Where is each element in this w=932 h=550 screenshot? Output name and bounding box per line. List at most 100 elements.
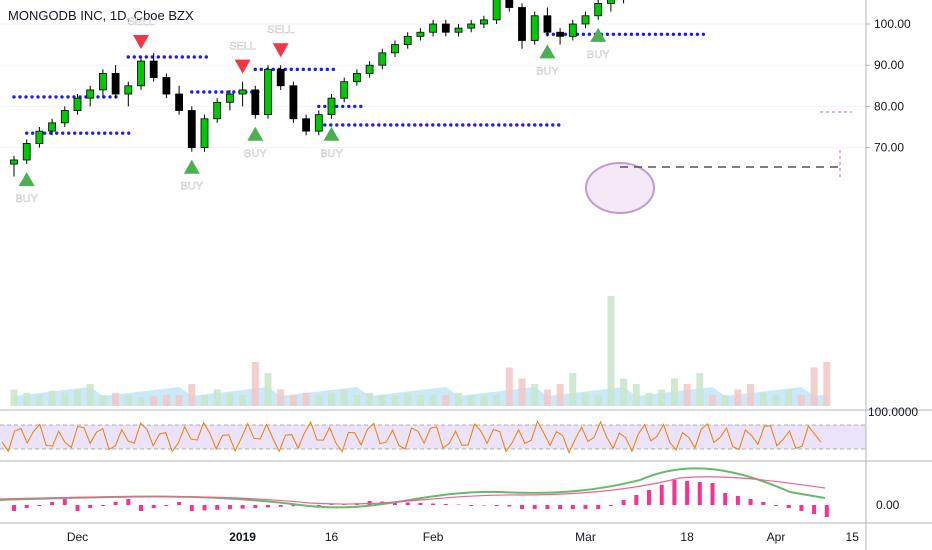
macd-hist-bar	[164, 505, 169, 506]
level-dot	[66, 95, 70, 99]
buy-label: BUY	[180, 181, 203, 193]
rsi-band	[0, 425, 866, 449]
volume-bar	[442, 395, 450, 406]
level-dot	[377, 123, 381, 127]
volume-bar	[594, 395, 602, 406]
candle-body	[479, 19, 488, 25]
level-dot	[629, 32, 634, 36]
volume-bar	[226, 392, 234, 406]
macd-hist-bar	[418, 503, 423, 505]
level-dot	[533, 123, 537, 127]
macd-hist-bar	[113, 502, 118, 505]
level-dot	[455, 123, 459, 127]
buy-arrow	[323, 126, 340, 141]
volume-bar	[810, 367, 818, 406]
price-tick-label: 90.00	[874, 58, 904, 72]
level-dot	[563, 32, 568, 36]
macd-hist-bar	[266, 505, 270, 508]
volume-bar	[569, 373, 577, 406]
macd-hist-bar	[723, 493, 728, 505]
macd-hist-bar	[481, 505, 486, 506]
level-dot	[295, 67, 299, 72]
volume-bar	[48, 390, 56, 406]
macd-hist-bar	[37, 505, 42, 506]
level-dot	[473, 123, 477, 127]
volume-bar	[493, 395, 501, 406]
time-axis-label: Apr	[767, 530, 786, 544]
level-dot	[335, 104, 339, 109]
macd-hist-bar	[227, 505, 232, 510]
highlight-ellipse	[585, 162, 655, 214]
candle-body	[137, 60, 145, 87]
level-dot	[557, 123, 561, 127]
level-dot	[220, 90, 224, 94]
signal-line	[0, 476, 826, 505]
buy-arrow	[539, 44, 556, 59]
macd-hist-bar	[12, 505, 16, 511]
level-dot	[359, 123, 363, 127]
volume-bar	[747, 384, 755, 406]
volume-bar	[416, 395, 424, 406]
level-dot	[226, 90, 230, 94]
volume-bar	[785, 389, 793, 406]
volume-bar	[112, 392, 120, 406]
level-dot	[331, 67, 335, 72]
time-axis-label: 15	[846, 530, 860, 544]
volume-bar	[162, 395, 170, 406]
level-dot	[36, 95, 40, 99]
macd-hist-bar	[672, 480, 677, 505]
level-dot	[641, 32, 646, 36]
level-dot	[581, 32, 586, 36]
candle-body	[391, 44, 399, 54]
volume-bar	[480, 395, 488, 406]
level-dot	[132, 55, 136, 59]
level-dot	[323, 123, 327, 127]
macd-hist-bar	[75, 505, 80, 511]
level-dot	[617, 32, 622, 36]
buy-label: BUY	[244, 148, 267, 160]
volume-bar	[201, 395, 208, 406]
volume-bar	[124, 395, 132, 406]
candle-body	[530, 15, 539, 41]
level-dot	[317, 104, 321, 109]
candle-body	[340, 81, 349, 99]
candle-body	[35, 130, 44, 144]
candle-body	[60, 110, 69, 124]
level-dot	[497, 123, 501, 127]
volume-bar	[531, 384, 539, 406]
level-dot	[329, 123, 333, 127]
level-dot	[301, 67, 305, 72]
macd-hist-bar	[774, 505, 778, 506]
candle-body	[225, 93, 234, 103]
level-dot	[144, 55, 148, 59]
macd-hist-bar	[88, 505, 93, 508]
time-axis-label: Mar	[575, 530, 596, 544]
candle-body	[111, 73, 120, 95]
level-dot	[18, 95, 22, 99]
buy-arrow	[18, 172, 35, 187]
level-dot	[307, 67, 311, 72]
macd-hist-bar	[469, 505, 474, 506]
candle-body	[276, 68, 285, 87]
price-tick-label: 100.00	[874, 17, 911, 31]
level-dot	[605, 32, 610, 36]
volume-bar	[264, 373, 272, 406]
candle-body	[86, 89, 95, 99]
level-dot	[509, 123, 513, 127]
level-dot	[108, 95, 112, 99]
level-dot	[659, 32, 664, 36]
volume-bar	[721, 395, 729, 406]
buy-arrow	[183, 159, 200, 174]
level-dot	[635, 32, 640, 36]
level-dot	[48, 95, 52, 99]
buy-label: BUY	[587, 49, 610, 61]
candle-body	[327, 97, 336, 116]
level-dot	[12, 95, 16, 99]
candle-body	[238, 89, 247, 95]
level-dot	[347, 123, 351, 127]
candle-body	[492, 0, 501, 21]
volume-bar	[543, 389, 551, 406]
time-axis-label: 2019	[229, 530, 256, 544]
level-dot	[198, 55, 202, 59]
